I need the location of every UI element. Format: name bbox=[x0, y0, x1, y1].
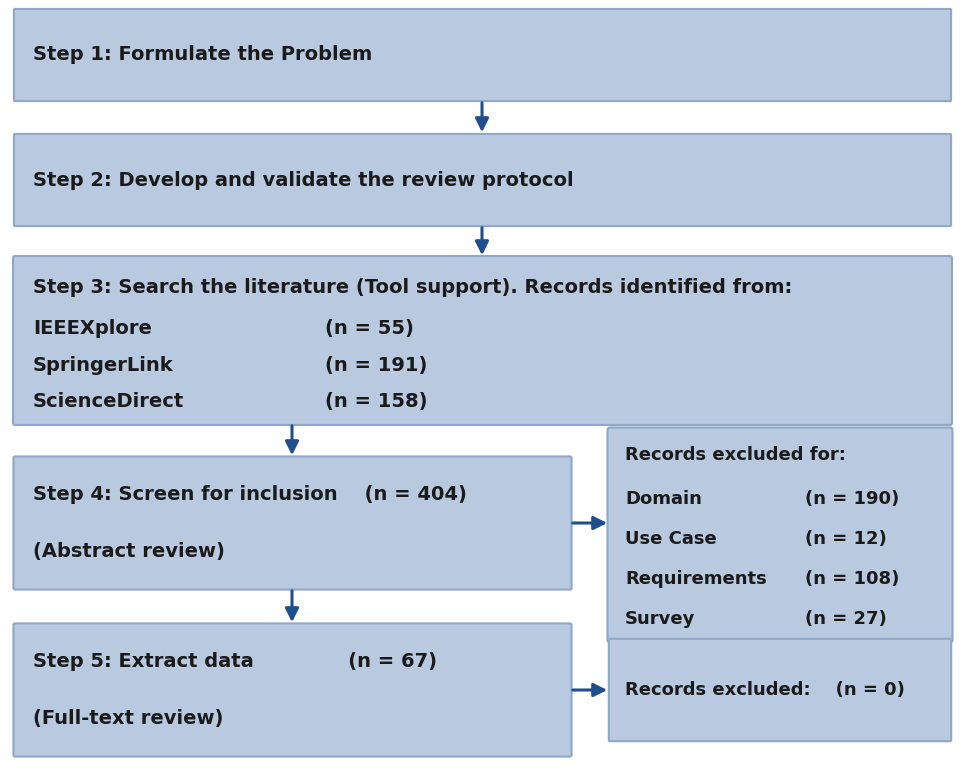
FancyBboxPatch shape bbox=[14, 9, 950, 101]
Text: (n = 12): (n = 12) bbox=[804, 530, 886, 548]
Text: Step 2: Develop and validate the review protocol: Step 2: Develop and validate the review … bbox=[33, 170, 573, 190]
FancyBboxPatch shape bbox=[609, 639, 951, 741]
Text: Step 4: Screen for inclusion    (n = 404): Step 4: Screen for inclusion (n = 404) bbox=[33, 485, 466, 504]
Text: Domain: Domain bbox=[624, 490, 702, 508]
Text: Records excluded:    (n = 0): Records excluded: (n = 0) bbox=[624, 681, 904, 699]
Text: Records excluded for:: Records excluded for: bbox=[624, 446, 845, 464]
Text: (Full-text review): (Full-text review) bbox=[33, 709, 223, 728]
Text: (n = 158): (n = 158) bbox=[325, 392, 427, 411]
FancyBboxPatch shape bbox=[14, 624, 571, 756]
Text: (n = 190): (n = 190) bbox=[804, 490, 898, 508]
Text: (n = 108): (n = 108) bbox=[804, 570, 898, 588]
Text: Requirements: Requirements bbox=[624, 570, 766, 588]
Text: (Abstract review): (Abstract review) bbox=[33, 542, 225, 561]
Text: Step 5: Extract data              (n = 67): Step 5: Extract data (n = 67) bbox=[33, 652, 437, 671]
Text: Survey: Survey bbox=[624, 610, 695, 628]
Text: Step 3: Search the literature (Tool support). Records identified from:: Step 3: Search the literature (Tool supp… bbox=[33, 278, 792, 297]
FancyBboxPatch shape bbox=[13, 256, 951, 425]
FancyBboxPatch shape bbox=[14, 456, 571, 590]
Text: Use Case: Use Case bbox=[624, 530, 716, 548]
Text: (n = 55): (n = 55) bbox=[325, 319, 414, 338]
Text: Step 1: Formulate the Problem: Step 1: Formulate the Problem bbox=[33, 45, 372, 65]
FancyBboxPatch shape bbox=[14, 134, 950, 226]
Text: ScienceDirect: ScienceDirect bbox=[33, 392, 184, 411]
Text: SpringerLink: SpringerLink bbox=[33, 355, 173, 375]
Text: (n = 27): (n = 27) bbox=[804, 610, 886, 628]
Text: (n = 191): (n = 191) bbox=[325, 355, 427, 375]
Text: IEEEXplore: IEEEXplore bbox=[33, 319, 152, 338]
FancyBboxPatch shape bbox=[607, 427, 952, 642]
